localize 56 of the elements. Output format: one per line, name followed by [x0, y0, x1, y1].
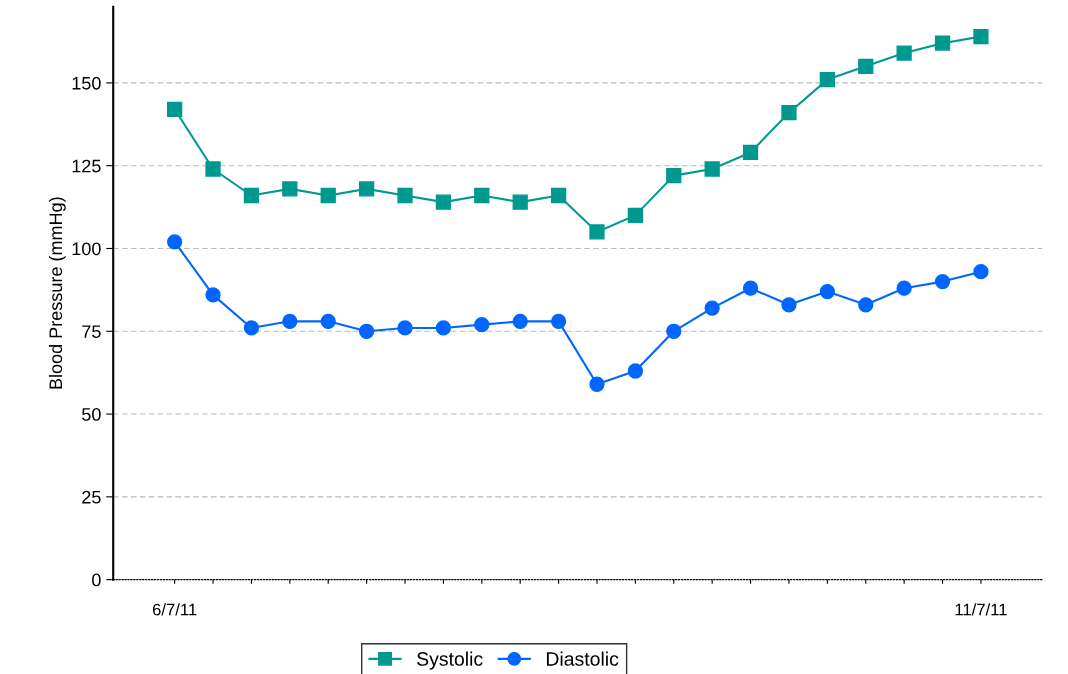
y-tick-label: 125 [72, 159, 101, 173]
point [742, 144, 759, 161]
point [512, 194, 528, 210]
point [205, 287, 221, 303]
point [704, 161, 720, 177]
point [282, 181, 298, 197]
point [205, 161, 221, 177]
y-tick-label: 50 [82, 408, 101, 421]
point [167, 101, 183, 118]
y-tick-label: 0 [92, 573, 101, 587]
point [858, 58, 874, 74]
point [934, 273, 951, 290]
point [550, 187, 567, 204]
point [666, 323, 682, 339]
y-tick-label: 25 [82, 490, 101, 504]
point [781, 105, 797, 121]
point [973, 264, 989, 280]
point [704, 300, 720, 316]
point [781, 297, 797, 313]
point [282, 313, 298, 329]
legend-label: Diastolic [546, 651, 619, 666]
point [819, 71, 835, 88]
point [589, 224, 605, 240]
point [358, 323, 375, 339]
point [896, 45, 912, 61]
point [896, 280, 912, 296]
point [320, 187, 336, 204]
point [474, 317, 490, 333]
point [589, 376, 605, 392]
point [512, 313, 528, 329]
point [934, 35, 951, 51]
point [666, 167, 682, 184]
point [397, 320, 413, 336]
point [973, 28, 989, 45]
point [742, 280, 759, 296]
legend-label: Systolic [417, 651, 483, 670]
x-tick-label: 6/7/11 [152, 603, 197, 616]
y-tick-label: 75 [82, 325, 101, 338]
y-tick-label: 150 [72, 76, 101, 90]
y-axis-title: Blood Pressure (mmHg) [48, 197, 66, 389]
point [320, 313, 336, 329]
point [435, 320, 452, 336]
point [358, 181, 375, 197]
point [397, 187, 413, 204]
point [243, 320, 260, 336]
point [167, 234, 183, 250]
x-tick-label: 11/7/11 [955, 603, 1007, 616]
point [627, 207, 644, 224]
point [819, 283, 835, 300]
point [474, 187, 490, 204]
point [627, 363, 644, 379]
point [243, 187, 260, 204]
point [435, 194, 452, 210]
y-tick-label: 100 [72, 242, 101, 256]
point [858, 297, 874, 313]
point [550, 313, 567, 329]
